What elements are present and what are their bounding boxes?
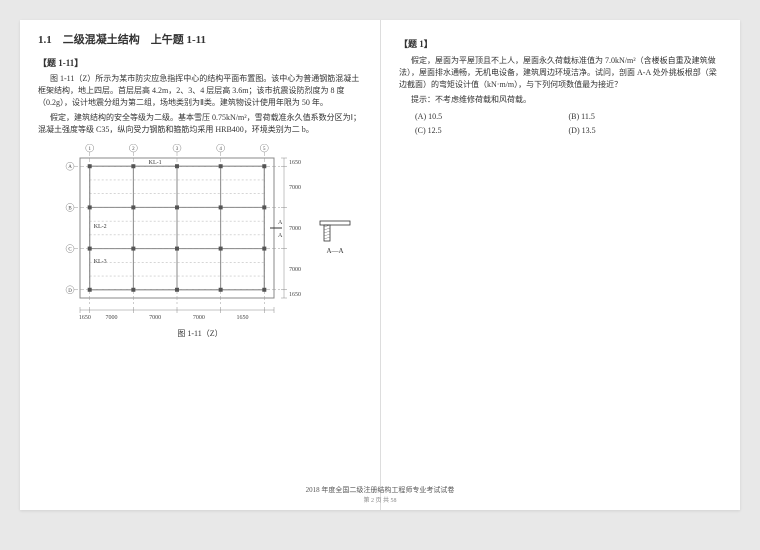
svg-text:1650: 1650 [289,160,301,166]
svg-text:7000: 7000 [149,315,161,321]
option-c: (C) 12.5 [415,124,569,138]
paragraph: 假定，屋面为平屋顶且不上人，屋面永久荷载标准值为 7.0kN/m²（含楼板自重及… [399,55,722,91]
option-a: (A) 10.5 [415,110,569,124]
footer-title: 2018 年度全国二级注册结构工程师专业考试试卷 [20,485,740,495]
svg-text:7000: 7000 [289,226,301,232]
svg-text:C: C [68,248,72,253]
svg-text:7000: 7000 [289,267,301,273]
svg-text:4: 4 [219,147,222,152]
section-title: 1.1 二级混凝土结构 上午题 1-11 [38,32,362,49]
figure-caption: 图 1-11（Z） [38,328,362,340]
hint: 提示：不考虑维修荷载和风荷载。 [399,94,722,106]
svg-text:3: 3 [176,147,179,152]
svg-text:KL-1: KL-1 [149,160,162,166]
svg-text:7000: 7000 [106,315,118,321]
footer-page: 第 2 页 共 58 [20,495,740,504]
option-b: (B) 11.5 [569,110,723,124]
svg-text:7000: 7000 [289,185,301,191]
svg-text:A: A [278,233,283,239]
svg-text:KL-2: KL-2 [94,224,107,230]
figure: 1650 7000 7000 7000 1650 1650 7000 7000 7000 1650… [38,144,362,340]
paragraph: 图 1-11（Z）所示为某市防灾应急指挥中心的结构平面布置图。该中心为普通钢筋混… [38,73,362,109]
structural-plan-svg: 1650 7000 7000 7000 1650 1650 7000 7000 7000 1650… [44,144,356,324]
svg-text:KL-3: KL-3 [94,259,107,265]
page-footer: 2018 年度全国二级注册结构工程师专业考试试卷 第 2 页 共 58 [20,485,740,504]
option-d: (D) 13.5 [569,124,723,138]
svg-text:A: A [278,220,283,226]
svg-text:1650: 1650 [289,292,301,298]
options-block: (A) 10.5 (B) 11.5 (C) 12.5 (D) 13.5 [399,110,722,139]
svg-text:B: B [68,206,72,211]
svg-text:5: 5 [263,147,266,152]
svg-text:7000: 7000 [193,315,205,321]
svg-text:2: 2 [132,147,135,152]
svg-text:1: 1 [88,147,91,152]
svg-text:A—A: A—A [326,247,343,255]
svg-text:D: D [68,289,72,294]
svg-text:1650: 1650 [79,315,91,321]
paragraph: 假定，建筑结构的安全等级为二级。基本雪压 0.75kN/m²，雪荷载准永久值系数… [38,112,362,136]
question-label: 【题 1】 [399,38,722,52]
svg-text:A: A [68,165,72,170]
question-group-label: 【题 1-11】 [38,57,362,71]
svg-text:1650: 1650 [236,315,248,321]
